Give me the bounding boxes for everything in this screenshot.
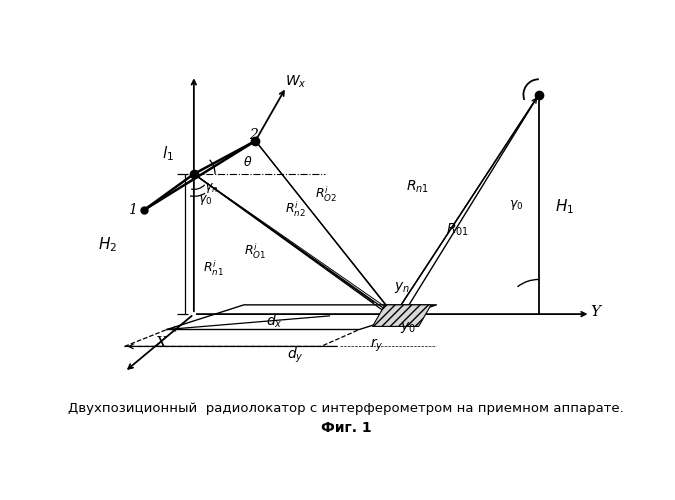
Text: $R_{O1}^{i}$: $R_{O1}^{i}$ <box>244 242 267 260</box>
Text: $r_y$: $r_y$ <box>371 336 384 353</box>
Text: $\gamma_0$: $\gamma_0$ <box>508 198 523 212</box>
Text: $d_y$: $d_y$ <box>287 346 304 366</box>
Text: $R_{n1}^{i}$: $R_{n1}^{i}$ <box>202 258 223 278</box>
Text: 1: 1 <box>128 203 137 217</box>
Text: $H_2$: $H_2$ <box>98 236 117 254</box>
Text: $H_1$: $H_1$ <box>556 197 574 216</box>
Text: $l_1$: $l_1$ <box>163 144 174 164</box>
Text: $d_x$: $d_x$ <box>267 313 283 330</box>
Text: $\gamma_n$: $\gamma_n$ <box>204 181 218 195</box>
Text: $\theta$: $\theta$ <box>243 154 252 168</box>
Text: $R_{01}$: $R_{01}$ <box>446 221 468 238</box>
Text: 2: 2 <box>248 128 258 142</box>
Text: $y_n$: $y_n$ <box>394 280 410 294</box>
Text: $W_x$: $W_x$ <box>285 74 306 90</box>
Polygon shape <box>373 305 431 326</box>
Text: Y: Y <box>591 305 601 319</box>
Text: $\gamma_0$: $\gamma_0$ <box>198 193 213 207</box>
Text: $y_0$: $y_0$ <box>400 320 416 336</box>
Text: $R_{n2}^{i}$: $R_{n2}^{i}$ <box>285 200 306 219</box>
Text: X: X <box>156 336 167 350</box>
Text: Фиг. 1: Фиг. 1 <box>321 421 371 435</box>
Text: $R_{n1}$: $R_{n1}$ <box>406 179 429 195</box>
Text: $R_{O2}^{i}$: $R_{O2}^{i}$ <box>315 184 338 204</box>
Text: Двухпозиционный  радиолокатор с интерферометром на приемном аппарате.: Двухпозиционный радиолокатор с интерферо… <box>68 402 624 414</box>
